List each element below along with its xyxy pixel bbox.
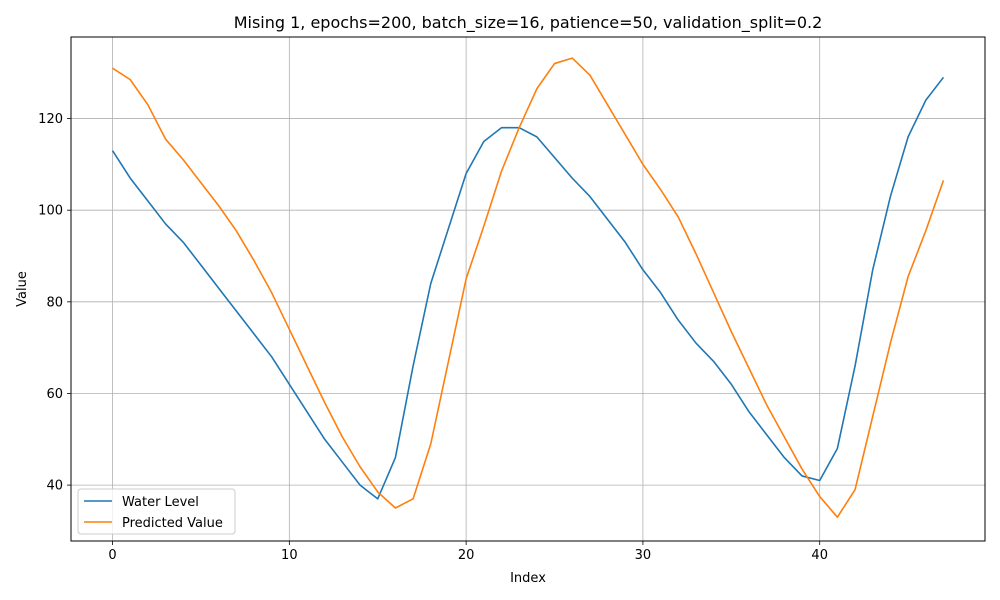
- y-tick-label: 100: [38, 204, 63, 219]
- grid-lines: [71, 37, 985, 541]
- x-tick-label: 0: [108, 548, 116, 563]
- x-tick-label: 40: [811, 548, 828, 563]
- legend: Water Level Predicted Value: [77, 488, 236, 535]
- legend-box: [77, 488, 236, 535]
- y-tick-label: 120: [38, 112, 63, 127]
- x-tick-label: 10: [281, 548, 298, 563]
- legend-label: Predicted Value: [122, 516, 223, 531]
- y-axis: 40 60 80 100 120: [38, 112, 71, 494]
- x-axis: 0 10 20 30 40: [108, 541, 828, 563]
- x-tick-label: 30: [635, 548, 652, 563]
- plot-frame: [70, 36, 986, 542]
- series-lines: [111, 57, 945, 518]
- x-tick-label: 20: [458, 548, 475, 563]
- series-line-0: [111, 76, 945, 500]
- legend-label: Water Level: [122, 495, 199, 510]
- series-line-1: [112, 57, 945, 518]
- y-tick-label: 60: [46, 387, 63, 402]
- chart-title: Mising 1, epochs=200, batch_size=16, pat…: [234, 13, 823, 33]
- y-axis-label: Value: [15, 271, 30, 307]
- x-axis-label: Index: [510, 571, 546, 586]
- y-tick-label: 80: [46, 295, 63, 310]
- y-tick-label: 40: [46, 479, 63, 494]
